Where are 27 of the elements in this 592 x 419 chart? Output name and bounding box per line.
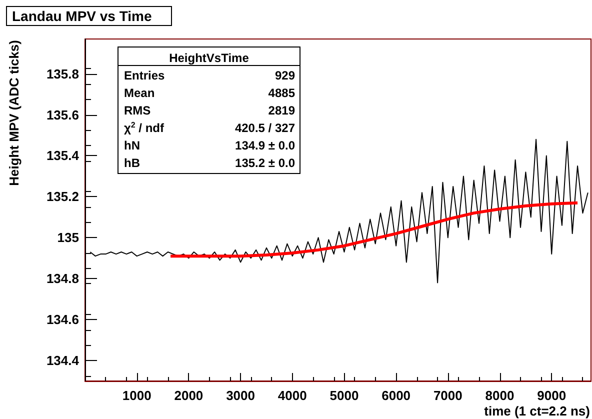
x-tick-label: 1000 <box>122 388 152 403</box>
y-tick-label: 135.6 <box>46 107 79 122</box>
y-tick-label: 135 <box>57 230 79 246</box>
y-tick-label: 135.4 <box>46 148 80 164</box>
y-axis-title: Height MPV (ADC ticks) <box>6 40 22 186</box>
x-axis-title: time (1 ct=2.2 ns) <box>484 404 590 418</box>
annotation: HeightVsTime <box>169 50 250 65</box>
x-tick-label: 2000 <box>174 388 204 403</box>
x-tick-label: 8000 <box>485 388 514 403</box>
text: Mean 4885 <box>124 86 295 100</box>
text: RMS 2819 <box>124 103 295 118</box>
x-tick-label: 6000 <box>382 388 411 403</box>
y-tick-label: 134.8 <box>46 271 79 286</box>
x-tick-label: 7000 <box>433 388 462 403</box>
y-tick-label: 134.6 <box>46 312 79 328</box>
text: hN 134.9 ± 0.0 <box>124 138 295 152</box>
x-tick-label: 9000 <box>537 388 566 403</box>
text: hB 135.2 ± 0.0 <box>124 156 295 170</box>
y-tick-label: 135.8 <box>46 66 79 82</box>
y-tick-label: 135.2 <box>46 189 79 204</box>
x-tick-label: 3000 <box>226 388 255 403</box>
x-tick-label: 5000 <box>330 388 359 403</box>
x-tick-label: 4000 <box>278 388 307 403</box>
chart-title: Landau MPV vs Time <box>12 8 152 24</box>
y-tick-label: 134.4 <box>46 353 80 368</box>
text: Entries 929 <box>124 68 295 82</box>
line-series <box>169 201 580 258</box>
